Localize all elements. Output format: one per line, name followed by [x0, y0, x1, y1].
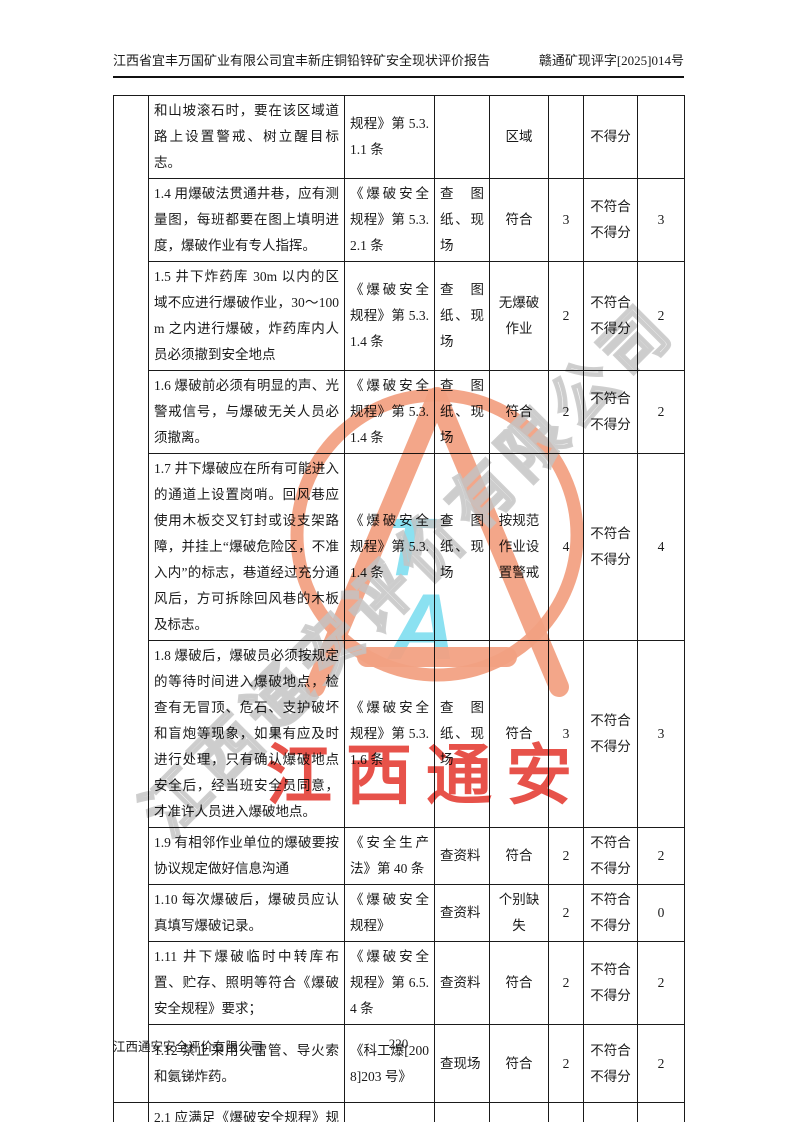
method-cell: 查图纸、现场 [434, 640, 490, 828]
basis-cell: 《科工爆[2008]203 号》 [344, 1024, 435, 1103]
rule-cell: 不得分 [583, 95, 638, 179]
basis-cell: 《爆破安全规程》第 5.3.1.4 条 [344, 453, 435, 641]
page-number: 220 [388, 1036, 409, 1051]
table-row: 2、地 2.1 应满足《爆破安全规程》规定的库内、外安全距离的要求； 《爆破安全… [113, 1102, 685, 1122]
method-cell: 查图纸、现场 [434, 261, 490, 371]
actual-score-cell: 2 [637, 827, 685, 885]
item-cell: 1.9 有相邻作业单位的爆破要按协议规定做好信息沟通 [148, 827, 345, 885]
method-cell: 查资料 [434, 827, 490, 885]
status-cell: 个别缺失 [489, 884, 549, 942]
actual-score-cell: 4 [637, 453, 685, 641]
basis-cell: 《爆破安全规程》第 5.3.1.4 条 [344, 261, 435, 371]
rule-cell: 不符合不得分 [583, 941, 638, 1025]
basis-cell: 《爆破安全规程》 [344, 1102, 435, 1122]
table-row: 1.12 禁止采用火雷管、导火索和氨锑炸药。 《科工爆[2008]203 号》 … [114, 1024, 685, 1103]
basis-cell: 《安全生产法》第 40 条 [344, 827, 435, 885]
actual-score-cell: 2 [637, 941, 685, 1025]
item-cell: 1.5 井下炸药库 30m 以内的区域不应进行爆破作业，30～100m 之内进行… [148, 261, 345, 371]
score-cell: 3 [548, 178, 584, 262]
basis-cell: 《爆破安全规程》第 5.3.1.4 条 [344, 370, 435, 454]
table-row: 1.4 用爆破法贯通井巷，应有测量图，每班都要在图上填明进度，爆破作业有专人指挥… [114, 178, 685, 262]
section-cell [113, 95, 149, 1103]
method-cell: 查现场 [434, 1102, 490, 1122]
status-cell: 符合 [489, 941, 549, 1025]
status-cell: 符合 [489, 640, 549, 828]
score-cell [548, 95, 584, 179]
table-row: 1.6 爆破前必须有明显的声、光警戒信号，与爆破无关人员必须撤离。 《爆破安全规… [114, 370, 685, 454]
method-cell: 查图纸、现场 [434, 453, 490, 641]
table-row: 1.5 井下炸药库 30m 以内的区域不应进行爆破作业，30～100m 之内进行… [114, 261, 685, 371]
table-row: 1.7 井下爆破应在所有可能进入的通道上设置岗哨。回风巷应使用木板交叉钉封或设支… [114, 453, 685, 641]
rule-cell: 不符合不得分 [583, 884, 638, 942]
score-cell: 2 [548, 884, 584, 942]
score-cell: 2 [548, 827, 584, 885]
header-document-number: 赣通矿现评字[2025]014号 [538, 53, 684, 68]
actual-score-cell: 3 [637, 640, 685, 828]
score-cell: 2 [548, 1102, 584, 1122]
status-cell: 符合 [489, 827, 549, 885]
table-row: 1.10 每次爆破后，爆破员应认真填写爆破记录。 《爆破安全规程》 查资料 个别… [114, 884, 685, 942]
status-cell: 无爆破作业 [489, 261, 549, 371]
actual-score-cell: 3 [637, 178, 685, 262]
method-cell: 查现场 [434, 1024, 490, 1103]
score-cell: 4 [548, 453, 584, 641]
item-cell: 和山坡滚石时，要在该区域道路上设置警戒、树立醒目标志。 [148, 95, 345, 179]
score-cell: 3 [548, 640, 584, 828]
method-cell: 查图纸、现场 [434, 370, 490, 454]
basis-cell: 《爆破安全规程》第 5.3.1.6 条 [344, 640, 435, 828]
method-cell: 查图纸、现场 [434, 178, 490, 262]
actual-score-cell: 2 [637, 1024, 685, 1103]
status-cell: 区域 [489, 95, 549, 179]
rule-cell: 不符合不得分 [583, 640, 638, 828]
table-row: 和山坡滚石时，要在该区域道路上设置警戒、树立醒目标志。 规程》第 5.3.1.1… [113, 95, 685, 1103]
score-cell: 2 [548, 370, 584, 454]
item-cell: 1.4 用爆破法贯通井巷，应有测量图，每班都要在图上填明进度，爆破作业有专人指挥… [148, 178, 345, 262]
item-cell: 1.6 爆破前必须有明显的声、光警戒信号，与爆破无关人员必须撤离。 [148, 370, 345, 454]
table-row: 1.8 爆破后，爆破员必须按规定的等待时间进入爆破地点，检查有无冒顶、危石、支护… [114, 640, 685, 828]
item-cell: 2.1 应满足《爆破安全规程》规定的库内、外安全距离的要求； [148, 1102, 345, 1122]
status-cell: 按规范作业设置警戒 [489, 453, 549, 641]
score-cell: 2 [548, 1024, 584, 1103]
rule-cell: 不符合不得分 [583, 261, 638, 371]
footer-company-name: 江西通安安全评价有限公司 [113, 1040, 264, 1054]
item-cell: 1.7 井下爆破应在所有可能进入的通道上设置岗哨。回风巷应使用木板交叉钉封或设支… [148, 453, 345, 641]
status-cell: 符合 [489, 178, 549, 262]
rule-cell: 不符合不得分 [583, 178, 638, 262]
table-row: 1.9 有相邻作业单位的爆破要按协议规定做好信息沟通 《安全生产法》第 40 条… [114, 827, 685, 885]
rule-cell: 不符合不得分 [583, 827, 638, 885]
basis-cell: 《爆破安全规程》第 5.3.2.1 条 [344, 178, 435, 262]
basis-cell: 规程》第 5.3.1.1 条 [344, 95, 435, 179]
actual-score-cell: 2 [637, 261, 685, 371]
basis-cell: 《爆破安全规程》 [344, 884, 435, 942]
method-cell [434, 95, 490, 179]
header-report-title: 江西省宜丰万国矿业有限公司宜丰新庄铜铅锌矿安全现状评价报告 [113, 53, 491, 68]
item-cell: 1.11 井下爆破临时中转库布置、贮存、照明等符合《爆破安全规程》要求； [148, 941, 345, 1025]
score-cell: 2 [548, 261, 584, 371]
method-cell: 查资料 [434, 884, 490, 942]
safety-checklist-table: 和山坡滚石时，要在该区域道路上设置警戒、树立醒目标志。 规程》第 5.3.1.1… [113, 95, 685, 1122]
method-cell: 查资料 [434, 941, 490, 1025]
status-cell: 符合 [489, 370, 549, 454]
item-cell: 1.10 每次爆破后，爆破员应认真填写爆破记录。 [148, 884, 345, 942]
actual-score-cell: 0 [637, 884, 685, 942]
actual-score-cell: 2 [637, 370, 685, 454]
item-cell: 1.8 爆破后，爆破员必须按规定的等待时间进入爆破地点，检查有无冒顶、危石、支护… [148, 640, 345, 828]
actual-score-cell: 2 [637, 1102, 685, 1122]
actual-score-cell [637, 95, 685, 179]
section-cell: 2、地 [113, 1102, 149, 1122]
rule-cell: 不符合不得分 [583, 370, 638, 454]
status-cell: 符合 [489, 1102, 549, 1122]
page-header: 江西省宜丰万国矿业有限公司宜丰新庄铜铅锌矿安全现状评价报告 赣通矿现评字[202… [113, 50, 684, 78]
rule-cell: 不符合不得分 [583, 1024, 638, 1103]
item-cell: 1.12 禁止采用火雷管、导火索和氨锑炸药。 [148, 1024, 345, 1103]
basis-cell: 《爆破安全规程》第 6.5.4 条 [344, 941, 435, 1025]
table-row: 1.11 井下爆破临时中转库布置、贮存、照明等符合《爆破安全规程》要求； 《爆破… [114, 941, 685, 1025]
rule-cell: 不符合不得分 [583, 453, 638, 641]
rule-cell: 不符合不得分 [583, 1102, 638, 1122]
score-cell: 2 [548, 941, 584, 1025]
